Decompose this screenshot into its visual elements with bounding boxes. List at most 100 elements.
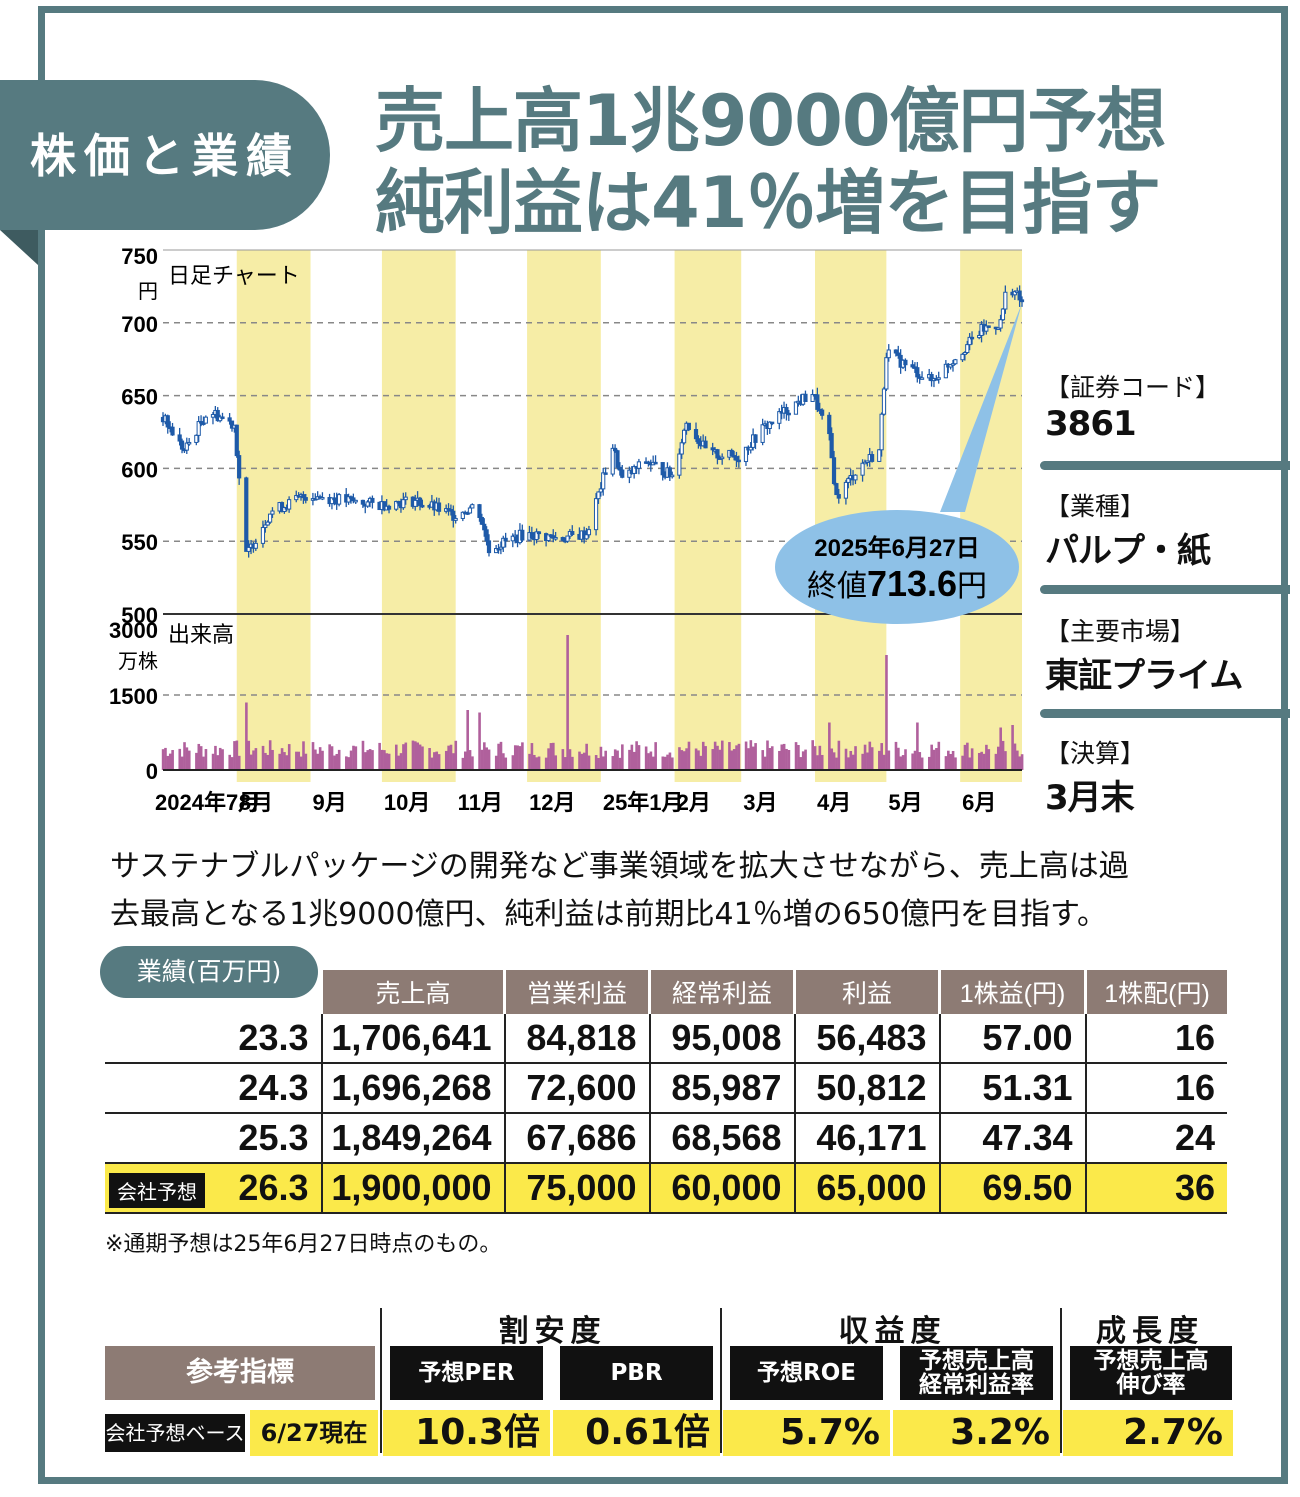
volume-bar (954, 757, 957, 770)
volume-bar (963, 744, 967, 770)
volume-bar (844, 748, 848, 770)
volume-bar (378, 742, 381, 770)
volume-bar (311, 742, 315, 770)
table-cell-period: 23.3 (105, 1014, 322, 1064)
table-header: 1株配(円) (1084, 970, 1227, 1014)
volume-bar (982, 753, 986, 770)
volume-bar (768, 748, 772, 770)
candle-body (494, 548, 499, 554)
sidebar-label: 【証券コード】 (1045, 373, 1221, 402)
metric-divider (380, 1308, 382, 1453)
x-tick-label: 3月 (743, 790, 777, 815)
volume-bar (830, 748, 834, 770)
candle-body (686, 422, 691, 431)
volume-bar (935, 748, 938, 770)
sidebar-item-industry: 【業種】 パルプ・紙 (1045, 487, 1290, 572)
candle-body (520, 529, 525, 541)
volume-bar (899, 756, 903, 770)
candle-body (198, 421, 204, 424)
table-cell-period: 25.3 (105, 1113, 322, 1164)
volume-bar (333, 755, 336, 770)
volume-bar (437, 754, 441, 770)
volume-bar (335, 753, 339, 770)
volume-bar (487, 749, 491, 770)
candle-body (601, 472, 606, 490)
table-header: 1株益(円) (938, 970, 1086, 1014)
volume-bar (1020, 754, 1024, 770)
volume-bar (604, 750, 607, 770)
candle-body (679, 442, 684, 455)
volume-bar (863, 744, 867, 770)
metric-value-pbr: 0.61倍 (553, 1410, 720, 1456)
volume-bar (563, 757, 567, 770)
candle-body (846, 478, 851, 483)
sidebar-value: パルプ・紙 (1045, 531, 1211, 571)
volume-bar (618, 757, 622, 770)
volume-bar (364, 752, 367, 770)
volume-bar (221, 749, 224, 770)
candle-body (165, 415, 170, 428)
volume-bar (568, 749, 572, 770)
volume-bar (720, 740, 724, 770)
candle-body (551, 535, 556, 539)
volume-bar (249, 754, 253, 770)
table-cell: 16 (1084, 1014, 1227, 1064)
candle-body (793, 401, 799, 415)
table-cell: 75,000 (503, 1163, 650, 1214)
volume-bar (585, 743, 588, 770)
candle-body (862, 461, 868, 465)
volume-bar (428, 748, 431, 770)
volume-bar (554, 755, 558, 770)
table-cell-period: 24.3 (105, 1063, 322, 1114)
candle-body (403, 496, 408, 501)
volume-bar (1004, 751, 1007, 770)
volume-bar (1018, 756, 1022, 770)
candle-body (965, 344, 970, 354)
candle-body (682, 429, 687, 444)
volume-bar (630, 744, 634, 770)
candle-body (760, 424, 765, 443)
volume-bar (701, 741, 705, 770)
volume-bar (297, 751, 301, 770)
volume-bar (283, 752, 286, 770)
volume-bar (214, 745, 217, 770)
candle-body (767, 421, 772, 429)
volume-bar (799, 757, 803, 770)
volume-bar (418, 744, 422, 770)
volume-bar (461, 757, 465, 770)
sidebar-item-fiscal: 【決算】 3月末 (1045, 734, 1290, 819)
volume-bar (713, 741, 717, 770)
candle-body (184, 442, 189, 451)
candle-body (881, 388, 887, 415)
volume-bar (887, 750, 891, 770)
volume-bar (966, 742, 969, 770)
candle-body (734, 456, 739, 461)
candle-body (1012, 291, 1017, 296)
metric-label-roe: 予想ROE (730, 1346, 883, 1400)
volume-bar (980, 751, 983, 770)
candle-body (786, 412, 791, 416)
candle-body (353, 499, 358, 503)
volume-bar (399, 753, 403, 770)
price-unit: 円 (138, 279, 158, 303)
candle-body (753, 434, 758, 443)
candle-body (265, 521, 270, 526)
headline-line1: 売上高1兆9000億円予想 (375, 80, 1167, 162)
table-cell: 65,000 (793, 1163, 940, 1214)
volume-bar (485, 747, 489, 770)
candle-body (910, 364, 915, 368)
volume-bar (533, 754, 536, 770)
volume-bar (594, 755, 598, 770)
volume-bar (271, 749, 274, 770)
volume-bar (280, 748, 284, 770)
candle-body (877, 449, 882, 462)
candle-body (386, 505, 392, 510)
candle-body (170, 426, 175, 436)
volume-bar (347, 757, 351, 770)
table-header: 利益 (793, 970, 940, 1014)
volume-bar (171, 750, 174, 770)
headline-line2: 純利益は41％増を目指す (375, 162, 1161, 244)
table-cell: 1,900,000 (320, 1163, 505, 1214)
volume-bar (404, 742, 408, 770)
candle-body (270, 510, 275, 515)
